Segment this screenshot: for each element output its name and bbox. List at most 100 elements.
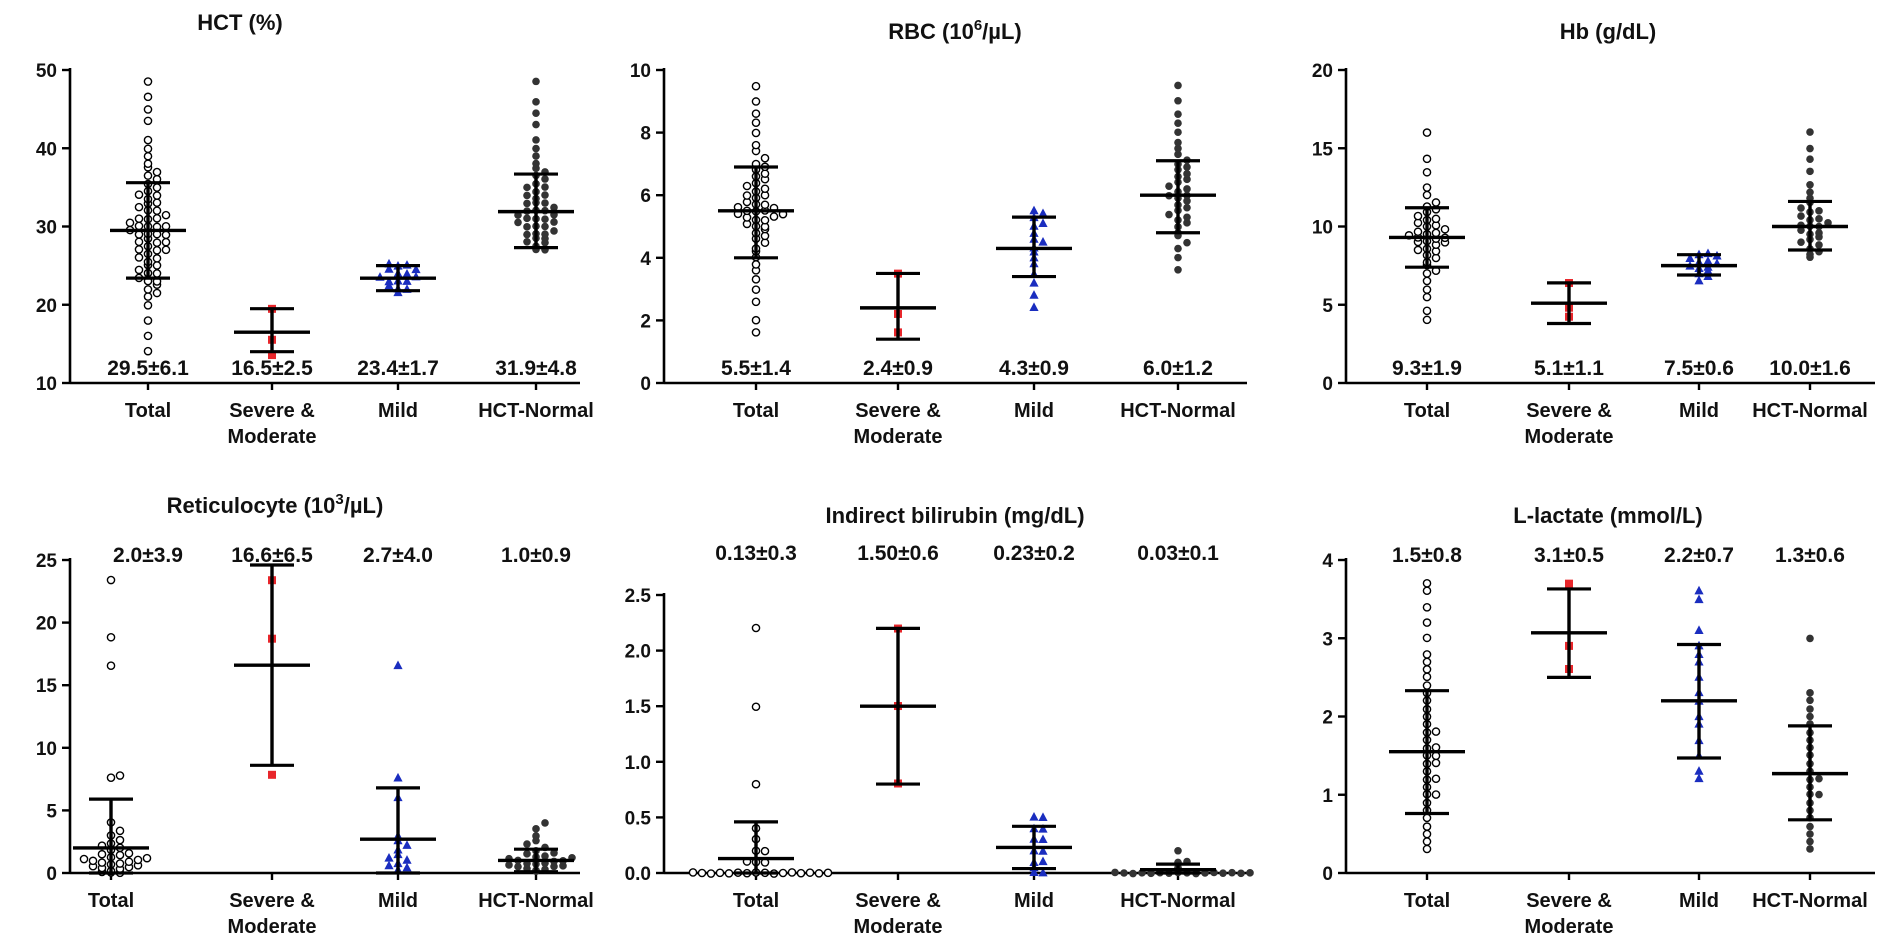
data-point — [505, 861, 513, 869]
data-point — [1694, 625, 1704, 635]
chart-title: Hb (g/dL) — [1560, 19, 1657, 44]
data-point — [688, 868, 698, 877]
data-point — [1422, 128, 1432, 137]
data-point — [152, 254, 162, 263]
data-point — [1422, 190, 1432, 200]
y-tick-label: 5 — [1322, 296, 1333, 317]
data-point — [1111, 868, 1119, 877]
mean-sd-label: 0.03±0.1 — [1137, 542, 1219, 565]
data-point — [384, 852, 394, 862]
data-point — [1174, 144, 1182, 153]
data-point — [125, 218, 135, 228]
data-point — [751, 702, 761, 712]
data-point — [1183, 163, 1191, 171]
data-point — [393, 660, 403, 670]
data-point — [143, 285, 153, 294]
data-point — [1165, 182, 1173, 190]
chart-panel-1: HCT (%) 10 20 30 40 50 Total 29.5±6.1 Severe & Mo… — [36, 10, 594, 448]
data-point — [1174, 128, 1182, 137]
data-point — [402, 862, 412, 872]
data-point — [1183, 175, 1191, 184]
data-point — [1797, 238, 1805, 246]
data-point — [1422, 813, 1432, 823]
data-point — [769, 212, 779, 221]
data-point — [1183, 185, 1191, 193]
data-point — [1815, 229, 1823, 237]
data-point — [1806, 696, 1814, 705]
y-tick-label: 1.5 — [625, 697, 652, 718]
data-point — [1422, 822, 1432, 831]
data-point — [1694, 585, 1704, 595]
data-point — [751, 328, 761, 337]
data-point — [751, 97, 761, 106]
y-tick-label: 8 — [640, 124, 651, 145]
data-point — [796, 868, 806, 878]
chart-title-text: HCT (%) — [197, 10, 283, 35]
data-point — [1038, 846, 1048, 855]
data-point — [541, 215, 549, 224]
data-point — [550, 203, 558, 212]
mean-sd-label: 16.6±6.5 — [231, 544, 313, 567]
data-point — [1694, 275, 1704, 285]
data-point — [1422, 633, 1432, 643]
data-point — [523, 840, 531, 848]
data-point — [541, 191, 549, 199]
data-point — [1422, 844, 1432, 854]
y-tick-label: 0.0 — [625, 864, 651, 885]
y-tick-label: 15 — [1312, 139, 1334, 160]
data-point — [1815, 215, 1823, 223]
y-tick-label: 0.5 — [625, 808, 652, 829]
mean-sd-label: 5.5±1.4 — [721, 357, 791, 380]
group-total: Total 5.5±1.4 — [718, 81, 794, 422]
chart-title-text: RBC (10 — [888, 19, 974, 44]
chart-panel-3: Hb (g/dL) 0 5 10 15 20 Total 9.3±1.9 Severe & Mod… — [1312, 19, 1875, 448]
data-point — [1422, 315, 1432, 325]
chart-title-text: L-lactate (mmol/L) — [1513, 503, 1702, 528]
data-point — [715, 868, 725, 878]
data-point — [1422, 650, 1432, 659]
data-point — [1038, 856, 1048, 866]
data-point — [523, 237, 531, 246]
data-point — [124, 857, 134, 867]
chart-title-text: Indirect bilirubin (mg/dL) — [825, 503, 1084, 528]
group-total: Total 9.3±1.9 — [1389, 128, 1465, 422]
data-point — [1806, 128, 1814, 136]
data-point — [532, 109, 540, 118]
mean-sd-label: 10.0±1.6 — [1769, 357, 1851, 380]
category-label: Total — [1404, 400, 1450, 422]
group-total: Total 0.13±0.3 — [688, 542, 833, 912]
chart-panel-5: Indirect bilirubin (mg/dL) 0.0 0.5 1.0 1.5 2.… — [625, 503, 1254, 938]
mean-sd-label: 29.5±6.1 — [107, 357, 189, 380]
data-point — [541, 852, 549, 860]
data-point — [1806, 167, 1814, 176]
y-tick-label: 10 — [36, 739, 57, 760]
data-point — [1038, 218, 1048, 227]
data-point — [1237, 869, 1245, 878]
data-point — [742, 191, 752, 200]
data-point — [751, 275, 761, 284]
data-point — [152, 206, 162, 215]
category-label: Mild — [378, 400, 418, 422]
data-point — [134, 214, 144, 223]
data-point — [532, 825, 540, 833]
mean-sd-label: 1.0±0.9 — [501, 544, 571, 567]
data-point — [1174, 81, 1182, 90]
data-point — [532, 832, 540, 840]
category-label: Mild — [1014, 890, 1054, 912]
category-label-line2: Moderate — [854, 916, 943, 938]
mean-sd-label: 6.0±1.2 — [1143, 357, 1213, 380]
data-point — [106, 575, 116, 585]
data-point — [1038, 867, 1048, 877]
data-point — [1422, 154, 1432, 164]
group-mild: Mild 2.7±4.0 — [360, 544, 436, 912]
chart-title-unit: /µL) — [344, 493, 384, 518]
data-point — [523, 199, 531, 208]
data-point — [742, 181, 752, 191]
data-point — [106, 773, 116, 782]
data-point — [751, 285, 761, 294]
data-point — [1797, 212, 1805, 220]
data-point — [697, 868, 707, 878]
data-point — [411, 264, 421, 274]
data-point — [1806, 188, 1814, 197]
